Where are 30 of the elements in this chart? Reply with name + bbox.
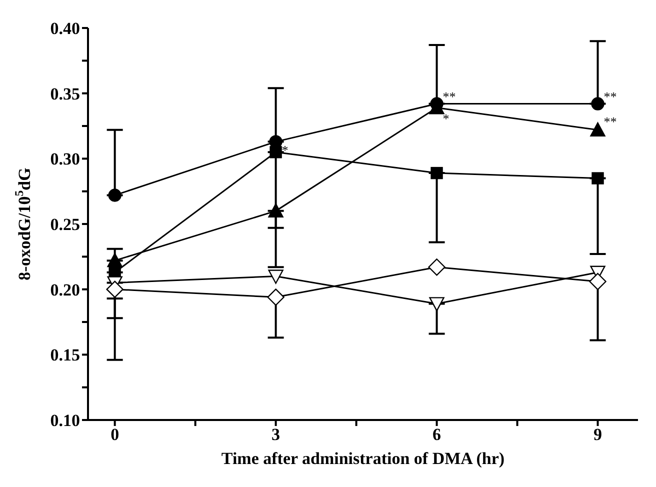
point bbox=[108, 188, 122, 202]
x-tick-label: 9 bbox=[594, 425, 602, 444]
annotation: * bbox=[442, 111, 450, 126]
y-tick-label: 0.40 bbox=[50, 19, 80, 38]
point bbox=[429, 297, 444, 312]
point bbox=[268, 270, 284, 284]
point bbox=[267, 288, 284, 306]
annotation: ** bbox=[604, 114, 617, 129]
point bbox=[589, 272, 606, 290]
point bbox=[590, 122, 606, 137]
annotation: ** bbox=[604, 88, 617, 104]
y-tick-label: 0.35 bbox=[50, 84, 80, 104]
y-tick-label: 0.15 bbox=[50, 346, 80, 365]
x-tick-label: 0 bbox=[110, 425, 120, 444]
y-tick-label: 0.10 bbox=[50, 411, 80, 430]
annotation: ** bbox=[442, 88, 456, 104]
x-tick-label: 6 bbox=[432, 425, 442, 444]
point bbox=[430, 166, 443, 180]
point bbox=[270, 146, 282, 158]
point bbox=[592, 172, 604, 184]
y-tick-label: 0.30 bbox=[50, 150, 80, 169]
y-tick-label: 0.25 bbox=[50, 215, 80, 234]
point bbox=[591, 97, 604, 110]
point bbox=[428, 258, 446, 276]
point bbox=[107, 252, 122, 268]
annotation: * bbox=[282, 142, 288, 158]
y-tick-label: 0.20 bbox=[50, 280, 80, 300]
point bbox=[268, 203, 284, 218]
x-axis-title: Time after administration of DMA (hr) bbox=[221, 449, 505, 468]
x-tick-label: 3 bbox=[272, 425, 280, 444]
